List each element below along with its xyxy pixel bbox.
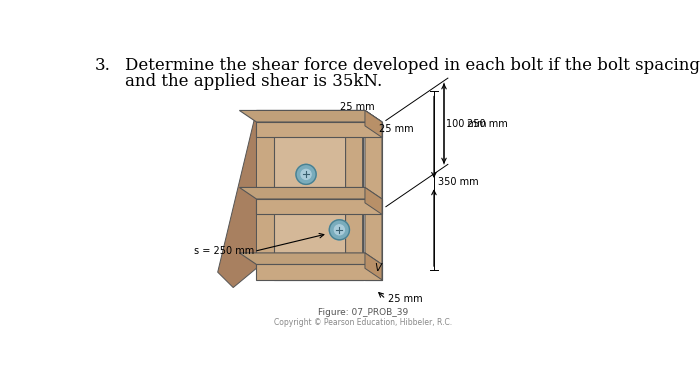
Polygon shape (365, 111, 382, 137)
Text: Copyright © Pearson Education, Hibbeler, R.C.: Copyright © Pearson Education, Hibbeler,… (274, 318, 452, 327)
Text: 100 mm: 100 mm (447, 118, 486, 129)
Polygon shape (365, 253, 382, 280)
Text: 25 mm: 25 mm (340, 102, 374, 112)
Polygon shape (274, 122, 363, 280)
Text: 25 mm: 25 mm (379, 124, 414, 134)
Text: 3.: 3. (95, 57, 111, 74)
Polygon shape (348, 111, 382, 122)
Polygon shape (256, 268, 363, 280)
Text: 250 mm: 250 mm (468, 118, 508, 129)
Text: 350 mm: 350 mm (438, 177, 478, 188)
Polygon shape (239, 111, 382, 122)
Circle shape (301, 170, 311, 179)
Polygon shape (365, 188, 382, 214)
Polygon shape (365, 111, 382, 280)
Text: 25 mm: 25 mm (389, 294, 423, 304)
Polygon shape (256, 199, 382, 214)
Polygon shape (256, 111, 346, 268)
Circle shape (335, 225, 344, 235)
Text: V: V (374, 263, 382, 273)
Circle shape (329, 220, 349, 240)
Polygon shape (239, 188, 382, 199)
Polygon shape (346, 111, 363, 280)
Text: Determine the shear force developed in each bolt if the bolt spacing s=250mm apa: Determine the shear force developed in e… (125, 57, 700, 74)
Polygon shape (365, 122, 382, 280)
Text: Figure: 07_PROB_39: Figure: 07_PROB_39 (318, 309, 407, 318)
Polygon shape (256, 111, 363, 122)
Text: s = 250 mm: s = 250 mm (194, 246, 254, 256)
Polygon shape (239, 253, 382, 264)
Polygon shape (256, 264, 382, 280)
Polygon shape (256, 122, 382, 137)
Text: and the applied shear is 35kN.: and the applied shear is 35kN. (125, 73, 382, 90)
Polygon shape (218, 111, 256, 288)
Circle shape (296, 164, 316, 184)
